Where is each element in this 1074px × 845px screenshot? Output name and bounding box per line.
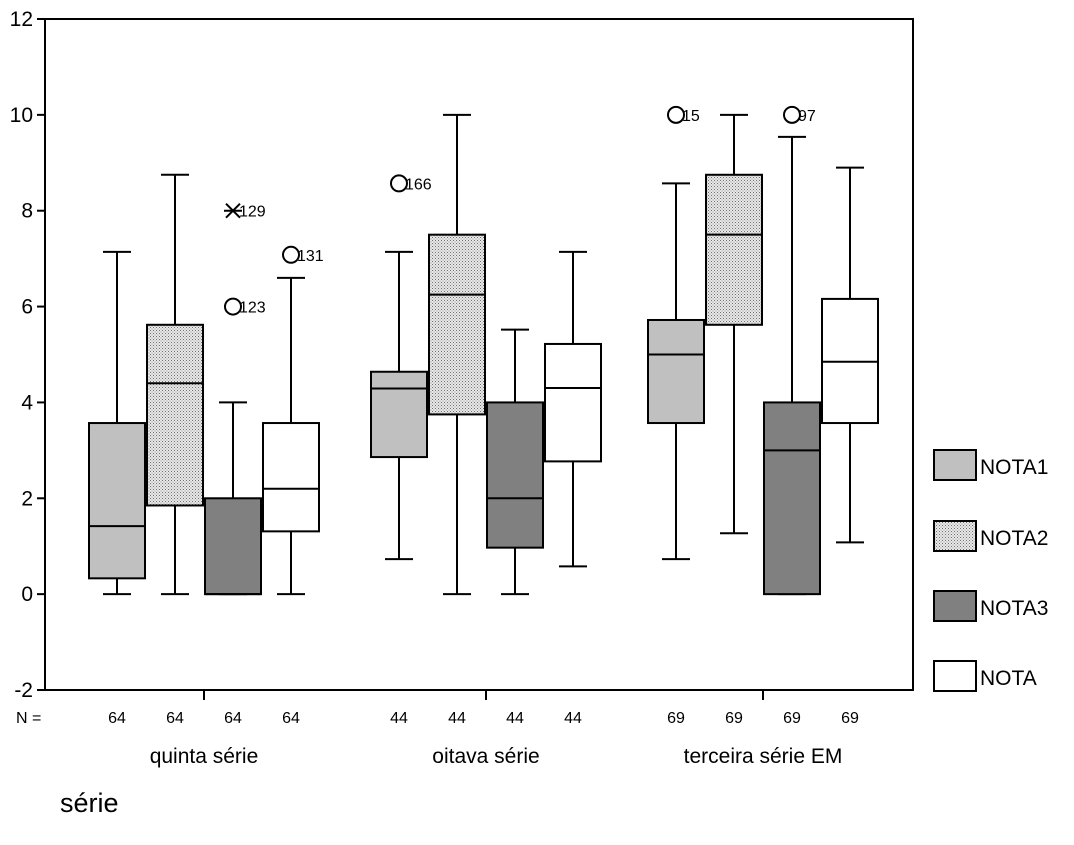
box-nota1 (89, 252, 145, 594)
y-tick-label: 2 (21, 487, 33, 510)
iqr-box (205, 498, 261, 594)
n-count-label: 64 (224, 710, 242, 727)
outlier-label: 97 (798, 108, 816, 125)
box-nota3: 97 (764, 107, 820, 594)
legend-swatch-nota1 (934, 450, 976, 480)
n-count-label: 69 (783, 710, 801, 727)
box-nota3: 129 123 (205, 204, 266, 594)
outlier-label: 129 (239, 204, 266, 221)
box-nota2 (429, 115, 485, 594)
iqr-box (89, 423, 145, 578)
n-count-label: 44 (390, 710, 408, 727)
x-axis: N = quinta série 64 64 64 64 oitava série 44 44 4… (16, 690, 859, 768)
group-label: oitava série (432, 745, 539, 768)
y-tick-label: 12 (10, 8, 33, 31)
box-nota: 131 (263, 247, 324, 594)
y-tick-label: 0 (21, 583, 33, 606)
y-tick-label: 10 (10, 104, 33, 127)
iqr-box (545, 344, 601, 461)
n-count-label: 69 (725, 710, 743, 727)
group-label: terceira série EM (684, 745, 843, 768)
iqr-box (764, 402, 820, 594)
n-count-label: 69 (841, 710, 859, 727)
legend-swatch-nota3 (934, 591, 976, 621)
n-count-label: 44 (564, 710, 582, 727)
legend-label-nota: NOTA (980, 667, 1037, 690)
n-count-label: 64 (166, 710, 184, 727)
n-prefix-label: N = (16, 710, 41, 727)
y-tick-label: 8 (21, 200, 33, 223)
box-nota3 (487, 330, 543, 595)
y-tick-label: 4 (21, 391, 33, 414)
boxes-layer: 129 123 131 166 15 97 (89, 107, 878, 594)
iqr-box (648, 320, 704, 423)
legend-label-nota1: NOTA1 (980, 456, 1048, 479)
iqr-box (706, 175, 762, 325)
legend-swatch-nota2 (934, 521, 976, 551)
n-count-label: 69 (667, 710, 685, 727)
legend-swatch-nota (934, 661, 976, 691)
n-count-label: 44 (448, 710, 466, 727)
legend: NOTA1 NOTA2 NOTA3 NOTA (934, 450, 1048, 691)
outlier-label: 15 (682, 108, 700, 125)
outlier-label: 131 (297, 248, 324, 265)
x-axis-title: série (60, 788, 119, 818)
y-axis: -2 0 2 4 6 8 10 12 (10, 8, 45, 702)
legend-label-nota3: NOTA3 (980, 597, 1048, 620)
outlier-label: 123 (239, 300, 266, 317)
box-nota1: 166 (371, 175, 432, 559)
n-count-label: 64 (108, 710, 126, 727)
box-nota2 (147, 175, 203, 594)
y-tick-label: 6 (21, 296, 33, 319)
y-tick-label: -2 (14, 679, 33, 702)
iqr-box (487, 402, 543, 547)
n-count-label: 44 (506, 710, 524, 727)
box-nota1: 15 (648, 107, 704, 559)
n-count-label: 64 (282, 710, 300, 727)
box-nota (822, 168, 878, 543)
outlier-label: 166 (405, 176, 432, 193)
group-label: quinta série (150, 745, 259, 768)
legend-label-nota2: NOTA2 (980, 527, 1048, 550)
iqr-box (263, 423, 319, 531)
iqr-box (371, 372, 427, 457)
iqr-box (147, 325, 203, 506)
box-nota (545, 252, 601, 566)
box-nota2 (706, 115, 762, 533)
iqr-box (429, 235, 485, 415)
